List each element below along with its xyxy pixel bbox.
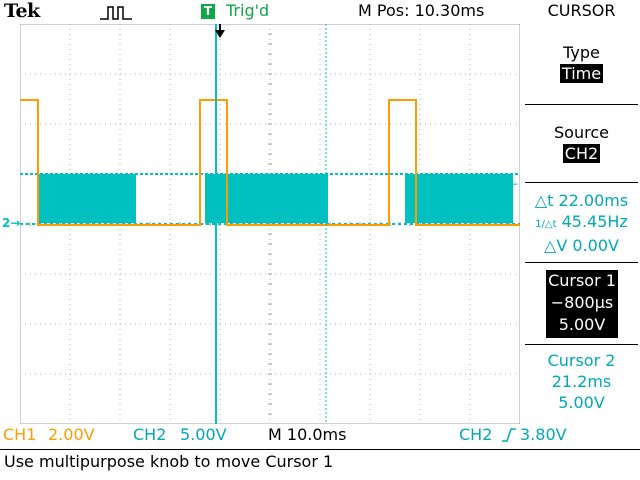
ch1-scale: 2.00V — [48, 425, 95, 444]
menu-divider — [525, 104, 638, 105]
cursor-2-time: 21.2ms — [551, 372, 612, 391]
rising-edge-icon — [502, 428, 516, 442]
menu-type-label: Type — [563, 43, 600, 62]
cursor-1-time: −800µs — [550, 293, 614, 312]
trigger-source: CH2 — [459, 425, 493, 444]
frequency-readout: 1/△t 45.45Hz — [523, 211, 640, 235]
delta-t-readout: △t 22.00ms — [534, 191, 629, 210]
cursor-menu: Type Time Source CH2 △t 22.00ms 1/△t 45.… — [523, 24, 640, 424]
menu-readouts: △t 22.00ms 1/△t 45.45Hz △V 0.00V — [523, 190, 640, 256]
cursor-1-label: Cursor 1 — [548, 271, 616, 290]
trigger-level-arrow-icon: ← — [508, 177, 519, 191]
cursor-2-volts: 5.00V — [558, 393, 605, 412]
ch1-waveform — [20, 99, 520, 226]
menu-divider — [525, 262, 638, 263]
inv-delta-t-prefix: 1/△t — [535, 219, 557, 230]
waveform-display — [20, 24, 520, 424]
menu-cursor-1[interactable]: Cursor 1 −800µs 5.00V — [546, 270, 618, 338]
cursor-1-volts: 5.00V — [558, 315, 606, 334]
ch2-scale: 5.00V — [180, 425, 227, 444]
menu-type-value: Time — [559, 64, 604, 83]
menu-divider — [525, 182, 638, 183]
trigger-badge: T — [201, 4, 215, 19]
menu-source-label: Source — [554, 123, 609, 142]
ch2-label: CH2 — [133, 425, 167, 444]
readout-bar: CH1 2.00V CH2 5.00V M 10.0ms CH2 3.80V U… — [0, 424, 640, 480]
menu-type[interactable]: Type Time — [523, 42, 640, 84]
menu-cursor-2[interactable]: Cursor 2 21.2ms 5.00V — [523, 350, 640, 413]
ch2-waveform — [20, 173, 520, 225]
cursor-2-label: Cursor 2 — [547, 351, 616, 370]
menu-divider — [525, 344, 638, 345]
bottom-divider — [0, 449, 640, 450]
trigger-level: 3.80V — [520, 425, 567, 444]
trigger-status: Trig'd — [226, 1, 270, 20]
status-message: Use multipurpose knob to move Cursor 1 — [4, 452, 334, 471]
frequency-value: 45.45Hz — [561, 212, 628, 231]
menu-title: CURSOR — [547, 1, 616, 20]
ch1-label: CH1 — [3, 425, 37, 444]
status-bar: Tek T Trig'd M Pos: 10.30ms — [0, 0, 520, 24]
delta-v-readout: △V 0.00V — [544, 236, 619, 255]
menu-source[interactable]: Source CH2 — [523, 122, 640, 164]
brand-logo: Tek — [4, 0, 40, 22]
ch2-ground-marker: 2→ — [2, 216, 21, 230]
timebase: M 10.0ms — [268, 425, 347, 444]
menu-source-value: CH2 — [562, 144, 601, 163]
pulse-waveform-icon — [100, 6, 132, 20]
main-position: M Pos: 10.30ms — [358, 1, 485, 20]
trigger-position-icon — [215, 30, 225, 38]
